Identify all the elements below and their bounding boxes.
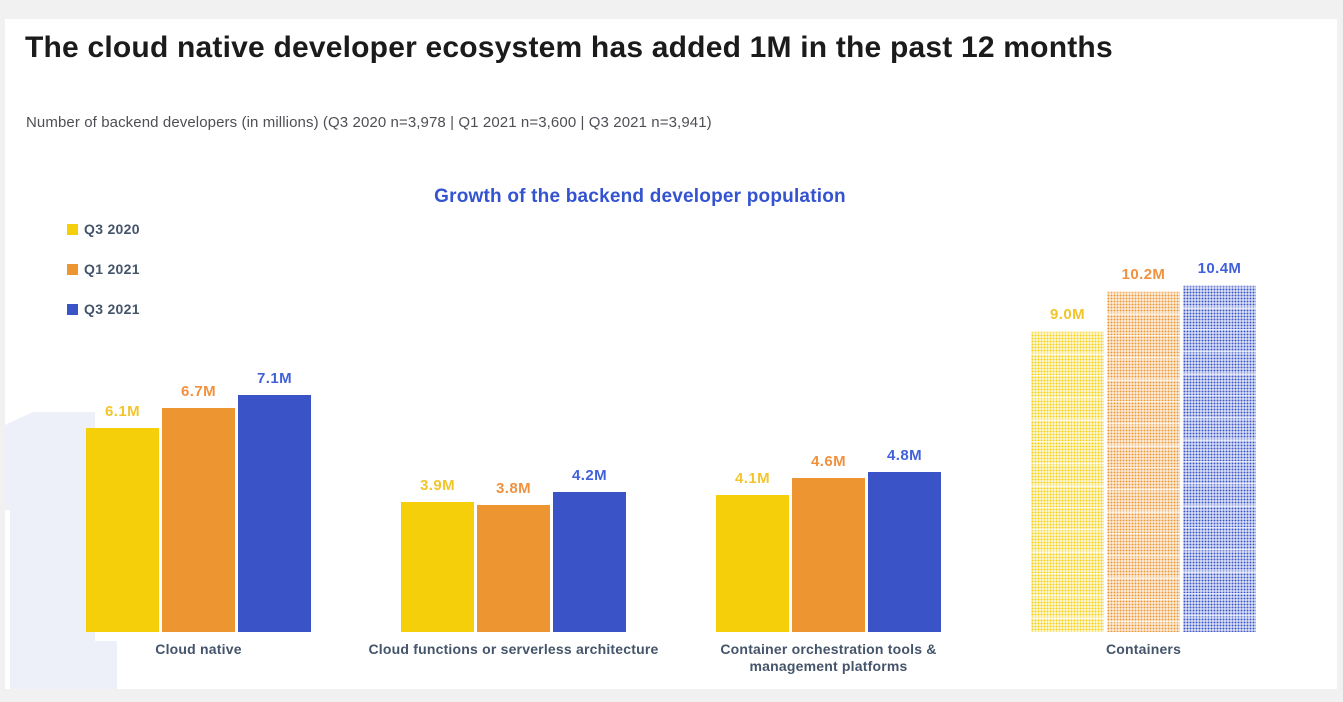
value-label-q1-2021-cloud-native: 6.7M	[181, 383, 216, 400]
bar-q1-2021-container-orchestration-tools-management-platforms	[792, 478, 865, 632]
page-subtitle: Number of backend developers (in million…	[26, 114, 712, 131]
bar-q3-2021-containers	[1183, 285, 1256, 632]
category-label-containers: Containers	[1105, 641, 1182, 657]
legend-swatch-icon	[67, 303, 78, 315]
value-label-q3-2020-containers: 9.0M	[1050, 306, 1085, 323]
legend-label: Q3 2020	[84, 221, 140, 237]
category-label-cloud-native: Cloud native	[155, 641, 242, 657]
bar-q3-2020-cloud-native	[86, 428, 159, 632]
value-label-q3-2020-cloud-functions-or-serverless-architecture: 3.9M	[420, 477, 455, 494]
bar-q3-2020-containers	[1031, 331, 1104, 632]
legend-label: Q1 2021	[84, 261, 140, 277]
value-label-q1-2021-container-orchestration-tools-management-platforms: 4.6M	[811, 453, 846, 470]
bar-q1-2021-cloud-functions-or-serverless-architecture	[477, 505, 550, 632]
bar-q1-2021-cloud-native	[162, 408, 235, 632]
bar-q3-2020-container-orchestration-tools-management-platforms	[716, 495, 789, 632]
value-label-q3-2020-cloud-native: 6.1M	[105, 403, 140, 420]
bar-q1-2021-containers	[1107, 291, 1180, 632]
category-label-cloud-functions-or-serverless-architecture: Cloud functions or serverless architectu…	[368, 641, 659, 657]
bar-q3-2021-cloud-functions-or-serverless-architecture	[553, 492, 626, 632]
legend-item-q3-2020: Q3 2020	[67, 221, 140, 237]
chart-title: Growth of the backend developer populati…	[434, 186, 846, 207]
bar-chart-plot: 6.1M 6.7M 7.1M Cloud native 3.9M 3.8M 4.2M Clou…	[5, 19, 1337, 689]
value-label-q1-2021-cloud-functions-or-serverless-architecture: 3.8M	[496, 480, 531, 497]
page-title: The cloud native developer ecosystem has…	[25, 31, 1113, 64]
legend-label: Q3 2021	[84, 301, 140, 317]
legend-item-q1-2021: Q1 2021	[67, 261, 140, 277]
legend-swatch-icon	[67, 263, 78, 275]
category-label-container-orchestration-tools-management-platforms: Container orchestration tools & manageme…	[720, 641, 937, 674]
value-label-q3-2020-container-orchestration-tools-management-platforms: 4.1M	[735, 470, 770, 487]
bar-q3-2020-cloud-functions-or-serverless-architecture	[401, 502, 474, 632]
value-label-q3-2021-cloud-functions-or-serverless-architecture: 4.2M	[572, 467, 607, 484]
value-label-q3-2021-containers: 10.4M	[1197, 260, 1242, 277]
bar-q3-2021-container-orchestration-tools-management-platforms	[868, 472, 941, 632]
value-label-q3-2021-container-orchestration-tools-management-platforms: 4.8M	[887, 447, 922, 464]
value-label-q1-2021-containers: 10.2M	[1121, 266, 1166, 283]
chart-legend: Q3 2020 Q1 2021 Q3 2021	[67, 221, 140, 341]
legend-swatch-icon	[67, 223, 78, 235]
legend-item-q3-2021: Q3 2021	[67, 301, 140, 317]
slide-card: The cloud native developer ecosystem has…	[5, 19, 1337, 689]
bar-q3-2021-cloud-native	[238, 395, 311, 632]
value-label-q3-2021-cloud-native: 7.1M	[257, 370, 292, 387]
